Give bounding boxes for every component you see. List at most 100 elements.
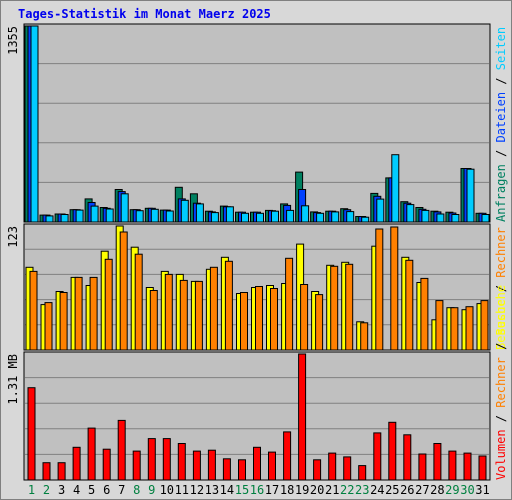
legend-hits: Anfragen / Dateien / Seiten bbox=[494, 27, 508, 222]
bar-seiten-day-3 bbox=[60, 214, 69, 223]
bar-volumen-day-15 bbox=[238, 459, 246, 481]
bar-rechner-day-2 bbox=[44, 302, 53, 351]
day-label-16: 16 bbox=[250, 483, 264, 497]
bar-volumen-day-1 bbox=[27, 387, 36, 481]
bar-rechner-day-26 bbox=[405, 259, 414, 351]
bar-rechner-day-30 bbox=[465, 306, 474, 351]
bar-volumen-day-9 bbox=[147, 438, 156, 481]
day-label-15: 15 bbox=[235, 483, 249, 497]
legend-entry: Volumen bbox=[494, 429, 508, 480]
legend-volume: Volumen / Rechner / Besuche bbox=[494, 285, 508, 480]
bar-rechner-day-15 bbox=[240, 292, 248, 351]
day-label-23: 23 bbox=[355, 483, 369, 497]
bar-volumen-day-19 bbox=[298, 353, 307, 481]
legend-entry: Rechner bbox=[494, 227, 508, 278]
day-label-13: 13 bbox=[205, 483, 219, 497]
legend-entry: Seiten bbox=[494, 27, 508, 70]
bar-volumen-day-2 bbox=[42, 462, 51, 481]
bar-seiten-day-28 bbox=[436, 213, 445, 223]
day-label-8: 8 bbox=[133, 483, 140, 497]
bar-volumen-day-10 bbox=[162, 438, 171, 481]
bar-volumen-day-12 bbox=[192, 450, 201, 481]
bar-volumen-day-4 bbox=[72, 446, 81, 481]
day-label-2: 2 bbox=[43, 483, 50, 497]
bar-volumen-day-18 bbox=[283, 431, 292, 481]
legend-entry: / bbox=[494, 278, 508, 300]
bar-seiten-day-21 bbox=[331, 211, 340, 223]
legend-entry: / bbox=[494, 70, 508, 92]
day-label-4: 4 bbox=[73, 483, 80, 497]
bar-volumen-day-5 bbox=[87, 427, 96, 481]
bar-seiten-day-16 bbox=[256, 212, 264, 223]
y-max-label-visits: 123 bbox=[6, 226, 20, 248]
bar-volumen-day-23 bbox=[358, 465, 367, 481]
bar-volumen-day-3 bbox=[57, 462, 66, 481]
bar-rechner-day-29 bbox=[450, 307, 459, 351]
bar-seiten-day-12 bbox=[195, 203, 204, 223]
bar-rechner-day-5 bbox=[89, 276, 98, 351]
day-label-25: 25 bbox=[385, 483, 399, 497]
chart-title: Tages-Statistik im Monat Maerz 2025 bbox=[18, 7, 271, 21]
day-label-27: 27 bbox=[415, 483, 429, 497]
legend-entry: / bbox=[494, 335, 508, 357]
bar-rechner-day-31 bbox=[480, 300, 489, 351]
day-label-17: 17 bbox=[265, 483, 279, 497]
bar-seiten-day-20 bbox=[316, 212, 325, 223]
bar-rechner-day-19 bbox=[300, 284, 309, 351]
day-label-9: 9 bbox=[148, 483, 155, 497]
bar-seiten-day-11 bbox=[180, 199, 189, 223]
bar-rechner-day-10 bbox=[164, 273, 173, 351]
bar-volumen-day-20 bbox=[313, 459, 322, 481]
bar-seiten-day-18 bbox=[286, 209, 295, 223]
day-label-6: 6 bbox=[103, 483, 110, 497]
bar-rechner-day-21 bbox=[330, 265, 339, 351]
bar-volumen-day-14 bbox=[222, 458, 231, 481]
bar-seiten-day-19 bbox=[301, 205, 310, 223]
bar-seiten-day-14 bbox=[225, 206, 234, 223]
y-max-label-volume: 1.31 MB bbox=[6, 354, 20, 405]
bar-rechner-day-4 bbox=[74, 276, 83, 351]
day-label-26: 26 bbox=[400, 483, 414, 497]
day-label-18: 18 bbox=[280, 483, 294, 497]
bar-rechner-day-25 bbox=[390, 226, 399, 351]
legend-entry: Besuche bbox=[494, 299, 508, 350]
bar-volumen-day-8 bbox=[132, 450, 141, 481]
bar-volumen-day-26 bbox=[403, 434, 412, 481]
bar-volumen-day-27 bbox=[418, 453, 427, 481]
legend-visits: Besuche / Rechner bbox=[494, 227, 508, 350]
bar-seiten-day-30 bbox=[466, 168, 475, 223]
bar-volumen-day-25 bbox=[388, 421, 397, 481]
day-label-31: 31 bbox=[475, 483, 489, 497]
bar-seiten-day-2 bbox=[45, 215, 54, 223]
bar-rechner-day-1 bbox=[29, 270, 38, 351]
bar-rechner-day-7 bbox=[119, 231, 128, 351]
day-label-29: 29 bbox=[445, 483, 459, 497]
bar-rechner-day-6 bbox=[104, 258, 113, 351]
bar-seiten-day-6 bbox=[105, 208, 114, 223]
bar-seiten-day-31 bbox=[481, 214, 490, 223]
plot-area-hits bbox=[23, 23, 491, 223]
legend-entry: Dateien bbox=[494, 92, 508, 143]
bar-volumen-day-13 bbox=[207, 449, 216, 481]
bar-seiten-day-1 bbox=[30, 25, 39, 223]
bar-rechner-day-16 bbox=[255, 286, 263, 351]
day-label-30: 30 bbox=[460, 483, 474, 497]
day-label-1: 1 bbox=[28, 483, 35, 497]
bar-seiten-day-23 bbox=[361, 216, 370, 223]
bar-rechner-day-24 bbox=[375, 228, 384, 351]
bar-volumen-day-6 bbox=[102, 448, 111, 481]
day-label-3: 3 bbox=[58, 483, 65, 497]
bar-volumen-day-30 bbox=[463, 452, 472, 481]
bar-seiten-day-22 bbox=[346, 211, 355, 223]
legend-entry: / bbox=[494, 143, 508, 165]
legend-entry: Besuche bbox=[494, 285, 508, 336]
bar-volumen-day-7 bbox=[117, 419, 126, 481]
day-label-11: 11 bbox=[175, 483, 189, 497]
day-label-22: 22 bbox=[340, 483, 354, 497]
bar-volumen-day-28 bbox=[433, 443, 442, 481]
day-label-10: 10 bbox=[160, 483, 174, 497]
bar-volumen-day-17 bbox=[268, 451, 276, 481]
day-label-7: 7 bbox=[118, 483, 125, 497]
bar-seiten-day-15 bbox=[241, 212, 249, 223]
bar-seiten-day-10 bbox=[165, 210, 174, 223]
